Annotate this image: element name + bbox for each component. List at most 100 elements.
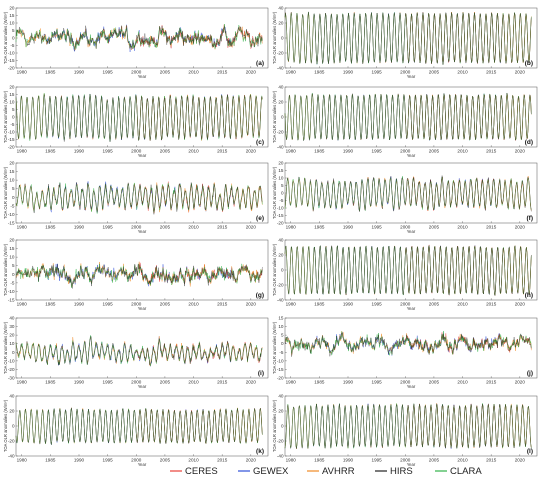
x-tick-label: 1995: [372, 70, 383, 75]
panel-h: 1980 1985 1990 1995 2000 2005 2010 2015 2020 -40 -…: [272, 238, 538, 311]
y-tick-label: 40: [278, 394, 284, 399]
x-tick-label: 1995: [372, 458, 383, 463]
x-tick-label: 2015: [217, 458, 228, 463]
x-tick-label: 1985: [314, 380, 325, 385]
x-tick-label: 2015: [217, 70, 228, 75]
x-tick-label: 1995: [103, 149, 114, 154]
series-line-ceres: [136, 181, 263, 214]
series-line-hirs: [284, 11, 532, 65]
x-tick-label: 2000: [400, 380, 411, 385]
y-tick-label: 0: [12, 115, 15, 120]
y-tick-label: 10: [9, 341, 15, 346]
plot-frame: [15, 7, 269, 69]
x-tick-label: 2015: [486, 458, 497, 463]
x-tick-label: 2005: [429, 458, 440, 463]
x-tick-label: 1990: [343, 225, 354, 230]
x-tick-label: 2020: [246, 458, 257, 463]
x-tick-label: 1985: [314, 225, 325, 230]
y-tick-label: 5: [281, 333, 284, 338]
y-tick-label: 0: [12, 36, 15, 41]
y-tick-label: 0: [12, 350, 15, 355]
x-tick-label: 2000: [131, 380, 142, 385]
x-tick-label: 2005: [160, 302, 171, 307]
x-tick-label: 2015: [486, 149, 497, 154]
x-tick-label: 1980: [17, 225, 28, 230]
x-tick-label: 1980: [286, 380, 297, 385]
x-tick-label: 1985: [45, 70, 56, 75]
x-tick-label: 1990: [74, 380, 85, 385]
y-tick-label: -10: [8, 51, 15, 56]
y-tick-label: 10: [278, 176, 284, 181]
series-line-hirs: [15, 407, 263, 446]
x-tick-label: 2020: [515, 380, 526, 385]
plot-frame: [15, 162, 269, 224]
x-axis-label: Year: [407, 229, 416, 234]
y-tick-label: -40: [8, 454, 15, 459]
y-tick-label: 20: [278, 161, 284, 166]
series-line-avhrr: [284, 330, 532, 356]
y-axis-label: TOA OLR anomalies (W/m²): [3, 11, 8, 64]
y-tick-label: 0: [281, 268, 284, 273]
x-tick-label: 1990: [343, 70, 354, 75]
x-tick-label: 2010: [188, 380, 199, 385]
plot-frame: [15, 317, 269, 379]
legend: CERES GEWEX AVHRR HIRS CLARA: [170, 466, 482, 477]
series-line-avhrr: [284, 402, 532, 450]
x-tick-label: 1980: [17, 149, 28, 154]
y-tick-label: 20: [9, 6, 15, 11]
x-axis-label: Year: [407, 153, 416, 158]
y-tick-label: 20: [278, 100, 284, 105]
x-tick-label: 1995: [103, 70, 114, 75]
x-axis-label: Year: [138, 384, 147, 389]
y-axis-label: TOA OLR anomalies (W/m²): [3, 321, 8, 374]
x-tick-label: 2010: [457, 149, 468, 154]
y-tick-label: -10: [277, 358, 284, 363]
x-tick-label: 2010: [457, 70, 468, 75]
x-tick-label: 1980: [17, 70, 28, 75]
x-tick-label: 1990: [343, 380, 354, 385]
x-tick-label: 2010: [188, 149, 199, 154]
y-tick-label: -20: [8, 66, 15, 71]
x-tick-label: 2010: [457, 380, 468, 385]
x-tick-label: 1980: [286, 149, 297, 154]
x-tick-label: 1990: [74, 70, 85, 75]
panel-label: (j): [527, 370, 533, 377]
x-tick-label: 1985: [45, 225, 56, 230]
x-tick-label: 2000: [131, 302, 142, 307]
x-axis-label: Year: [407, 462, 416, 467]
panel-label: (a): [256, 60, 264, 67]
x-tick-label: 2015: [217, 302, 228, 307]
x-tick-label: 2010: [457, 225, 468, 230]
y-tick-label: 10: [9, 178, 15, 183]
x-axis-label: Year: [138, 74, 147, 79]
x-tick-label: 2000: [400, 70, 411, 75]
y-tick-label: 40: [278, 6, 284, 11]
y-axis-label: TOA OLR anomalies (W/m²): [3, 399, 8, 452]
panel-l: 1980 1985 1990 1995 2000 2005 2010 2015 2020 -40 -…: [272, 394, 538, 467]
y-tick-label: -15: [8, 58, 15, 63]
x-tick-label: 2010: [188, 70, 199, 75]
x-tick-label: 2005: [429, 149, 440, 154]
y-tick-label: -5: [10, 122, 15, 127]
x-tick-label: 1995: [372, 302, 383, 307]
x-tick-label: 1990: [343, 458, 354, 463]
panel-g: 1980 1985 1990 1995 2000 2005 2010 2015 2020-15-…: [3, 238, 269, 311]
panel-label: (b): [525, 60, 533, 67]
x-tick-label: 2005: [160, 70, 171, 75]
x-tick-label: 1985: [45, 149, 56, 154]
x-axis-label: Year: [138, 462, 147, 467]
panel-j: 1980 1985 1990 1995 2000 2005 2010 2015 2020 -20 -…: [272, 316, 538, 389]
series-line-ceres: [405, 403, 532, 449]
x-tick-label: 1980: [286, 302, 297, 307]
y-tick-label: -20: [277, 51, 284, 56]
plot-frame: [15, 239, 269, 301]
x-tick-label: 1985: [45, 458, 56, 463]
y-tick-label: 20: [9, 238, 15, 243]
x-tick-label: 1985: [45, 302, 56, 307]
y-tick-label: 10: [278, 324, 284, 329]
x-tick-label: 2010: [188, 225, 199, 230]
x-tick-label: 2000: [131, 70, 142, 75]
x-tick-label: 2005: [429, 380, 440, 385]
x-tick-label: 1995: [103, 458, 114, 463]
